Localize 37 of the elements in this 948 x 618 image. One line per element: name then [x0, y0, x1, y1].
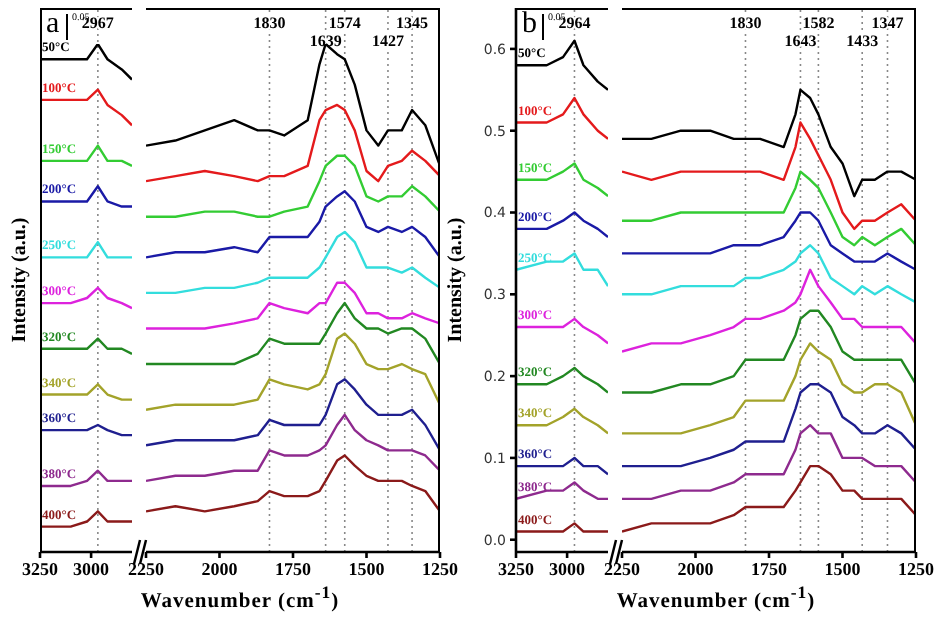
x-axis-title: Wavenumber (cm$^{-1}$)	[616, 582, 816, 613]
x-tick-label: 3000	[549, 558, 587, 579]
x-tick-label: 2250	[604, 558, 641, 579]
x-tick-label: 1500	[348, 558, 386, 579]
x-tick-label: 1750	[275, 558, 312, 579]
line-series	[516, 162, 608, 198]
line-series	[516, 96, 608, 141]
ref-line-label: 1643	[784, 32, 817, 50]
ref-line-label: 1347	[871, 14, 904, 32]
x-tick-label: 1750	[751, 558, 788, 579]
x-tick-label: 3250	[498, 558, 535, 579]
line-series	[516, 211, 608, 239]
ref-line-label: 1574	[328, 14, 361, 32]
x-tick-label: 2000	[677, 558, 715, 579]
line-series	[516, 407, 608, 435]
x-tick-label: 1250	[898, 558, 935, 579]
x-tick-label: 1500	[824, 558, 862, 579]
x-axis-title: Wavenumber (cm$^{-1}$)	[140, 582, 340, 613]
line-series	[516, 252, 608, 288]
x-tick-label: 3250	[22, 558, 59, 579]
ref-line-label: 1427	[371, 32, 404, 50]
ref-line-label: 1582	[802, 14, 835, 32]
text: a	[46, 8, 60, 40]
line-series	[516, 366, 608, 394]
x-tick-label: 2000	[201, 558, 239, 579]
x-tick-label: 2250	[128, 558, 165, 579]
y-axis-title: Intensity (a.u.)	[445, 217, 467, 343]
line-series	[516, 317, 608, 345]
y-axis-title: Intensity (a.u.)	[9, 217, 31, 343]
ref-line-label: 1433	[846, 32, 879, 50]
ref-line-label: 1830	[253, 14, 286, 32]
x-tick-label: 3000	[73, 558, 111, 579]
x-tick-label: 1250	[422, 558, 459, 579]
annotation: b	[522, 8, 537, 40]
ref-line-label: 1345	[396, 14, 429, 32]
ref-line-label: 1639	[309, 32, 342, 50]
ref-line-label: 1830	[729, 14, 762, 32]
